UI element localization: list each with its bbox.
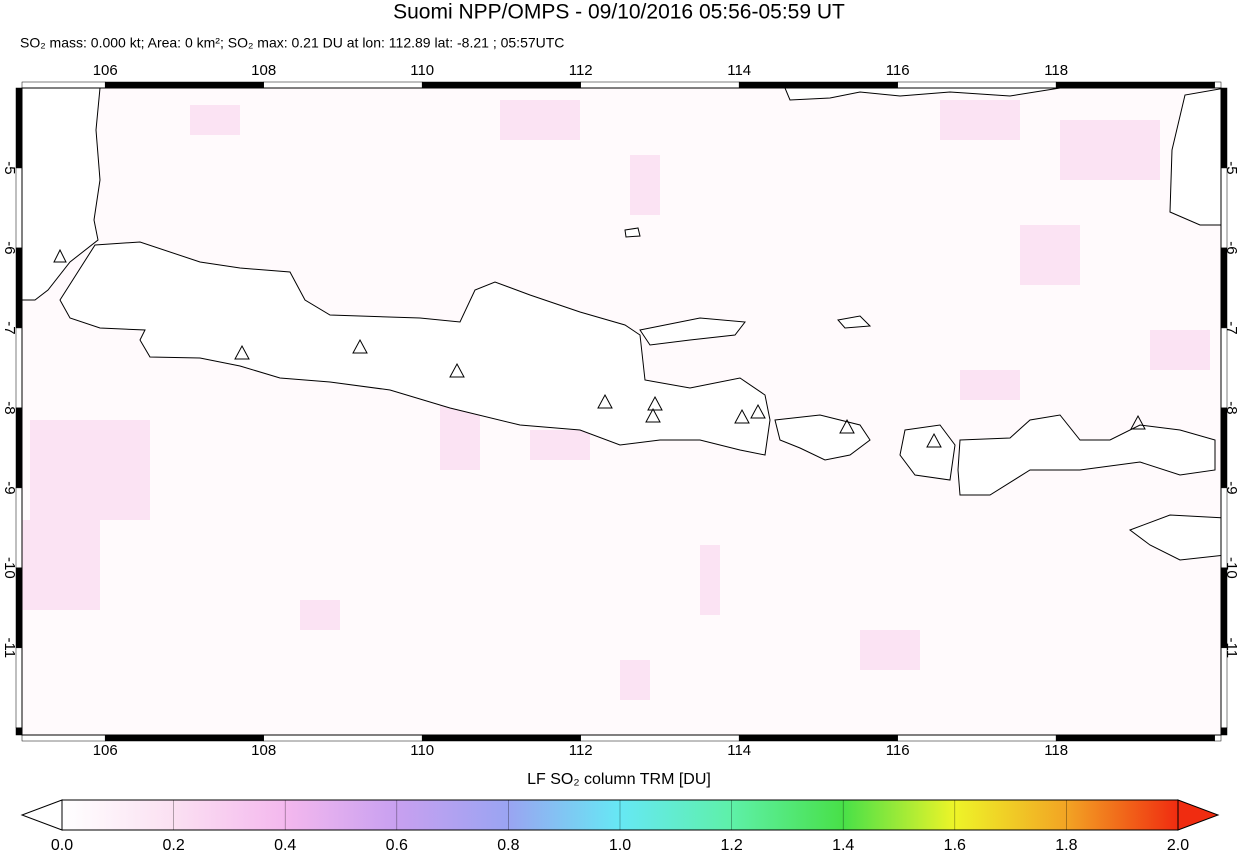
lon-label-bottom: 108 xyxy=(251,742,276,759)
colorbar-tick-label: 1.4 xyxy=(832,837,854,854)
frame-band xyxy=(897,734,1057,742)
lon-label-bottom: 106 xyxy=(93,742,118,759)
lat-label-right: -7 xyxy=(1223,321,1239,334)
lat-label-left: -5 xyxy=(1,161,18,174)
frame-band xyxy=(580,734,740,742)
frame-band xyxy=(421,734,581,742)
lat-label-right: -8 xyxy=(1223,401,1239,414)
colorbar-tick-label: 0.0 xyxy=(51,837,73,854)
coastlines xyxy=(22,88,1221,561)
lon-label-top: 108 xyxy=(251,62,276,79)
volcanoes xyxy=(53,248,1146,448)
frame-band xyxy=(21,734,106,742)
frame-band xyxy=(104,81,264,89)
plot-border xyxy=(21,87,1222,736)
frame-band xyxy=(1214,81,1222,89)
lat-label-left: -7 xyxy=(1,321,18,334)
frame-band xyxy=(15,647,23,729)
lat-label-left: -9 xyxy=(1,481,18,494)
lon-label-top: 106 xyxy=(93,62,118,79)
lat-label-right: -6 xyxy=(1223,241,1239,254)
map-axes: 106 106 108 108 110 110 112 112 114 114 116 116 118 1… xyxy=(1,62,1239,759)
frame-band xyxy=(15,87,23,169)
frame-band xyxy=(15,167,23,249)
lon-label-top: 118 xyxy=(1044,62,1068,79)
frame-band xyxy=(1220,327,1228,409)
frame-band xyxy=(15,407,23,489)
frame-band xyxy=(580,81,740,89)
subtitle: SO₂ mass: 0.000 kt; Area: 0 km²; SO₂ max… xyxy=(20,35,564,51)
colorbar-arrow-high xyxy=(1177,799,1220,831)
colorbar-tick-label: 1.0 xyxy=(609,837,631,854)
frame-band xyxy=(1055,734,1215,742)
frame-band xyxy=(1220,487,1228,569)
lon-label-top: 116 xyxy=(886,62,910,79)
frame-band xyxy=(1220,167,1228,249)
so2-pixels xyxy=(22,100,1210,700)
colorbar-tick-label: 0.6 xyxy=(386,837,408,854)
lat-label-right: -5 xyxy=(1223,161,1239,174)
lat-label-left: -10 xyxy=(1,557,18,579)
colorbar-tick-label: 0.2 xyxy=(162,837,184,854)
frame-band xyxy=(15,487,23,569)
lat-label-right: -9 xyxy=(1223,481,1239,494)
title: Suomi NPP/OMPS - 09/10/2016 05:56-05:59 … xyxy=(393,1,845,24)
frame-band xyxy=(1214,734,1222,742)
frame-band xyxy=(15,727,23,736)
lon-label-bottom: 110 xyxy=(410,742,434,759)
frame-band xyxy=(15,567,23,649)
frame-band xyxy=(104,734,264,742)
frame-band xyxy=(1220,647,1228,729)
frame-band xyxy=(738,734,898,742)
frame-band xyxy=(1220,247,1228,329)
frame-band xyxy=(1055,81,1215,89)
lon-label-bottom: 112 xyxy=(569,742,593,759)
colorbar: LF SO₂ column TRM [DU] 0.0 0.2 0.4 0.6 0.8 1.… xyxy=(20,771,1220,854)
lat-label-left: -6 xyxy=(1,241,18,254)
lon-label-bottom: 116 xyxy=(886,742,910,759)
colorbar-arrow-low xyxy=(20,799,63,831)
map-frame xyxy=(15,81,1228,742)
colorbar-label: LF SO₂ column TRM [DU] xyxy=(527,771,711,788)
map-area xyxy=(22,88,1221,735)
colorbar-tick-label: 0.4 xyxy=(274,837,296,854)
lon-label-bottom: 118 xyxy=(1044,742,1068,759)
colorbar-tick-label: 0.8 xyxy=(497,837,519,854)
colorbar-tick-label: 1.2 xyxy=(720,837,742,854)
frame-band xyxy=(15,327,23,409)
frame-band xyxy=(263,734,423,742)
lat-label-right: -11 xyxy=(1223,638,1239,659)
colorbar-tick-label: 2.0 xyxy=(1167,837,1189,854)
frame-band xyxy=(1220,407,1228,489)
lon-label-top: 112 xyxy=(569,62,593,79)
frame-band xyxy=(21,81,106,89)
frame-band xyxy=(897,81,1057,89)
frame-band xyxy=(1220,727,1228,736)
frame-band xyxy=(15,247,23,329)
lon-label-bottom: 114 xyxy=(727,742,751,759)
lat-label-right: -10 xyxy=(1223,557,1239,579)
frame-band xyxy=(421,81,581,89)
frame-band xyxy=(1220,567,1228,649)
lon-label-top: 114 xyxy=(727,62,751,79)
frame-band xyxy=(738,81,898,89)
frame-band xyxy=(1220,87,1228,169)
lat-label-left: -11 xyxy=(1,638,18,659)
colorbar-tick-label: 1.6 xyxy=(944,837,966,854)
frame-band xyxy=(263,81,423,89)
lat-label-left: -8 xyxy=(1,401,18,414)
lon-label-top: 110 xyxy=(410,62,434,79)
colorbar-tick-label: 1.8 xyxy=(1055,837,1077,854)
